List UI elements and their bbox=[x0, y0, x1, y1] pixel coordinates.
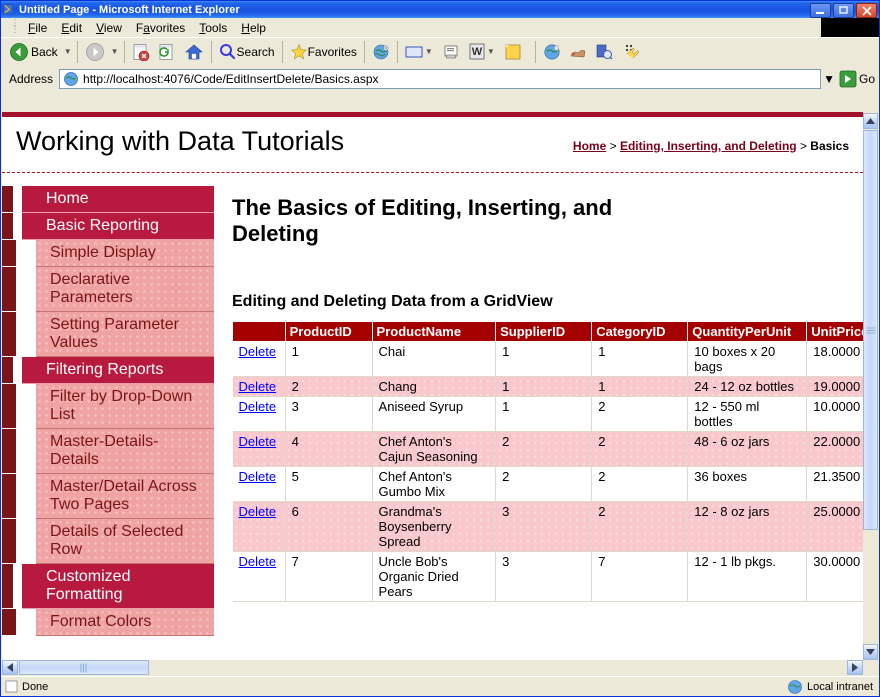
svg-text:W: W bbox=[472, 46, 483, 58]
